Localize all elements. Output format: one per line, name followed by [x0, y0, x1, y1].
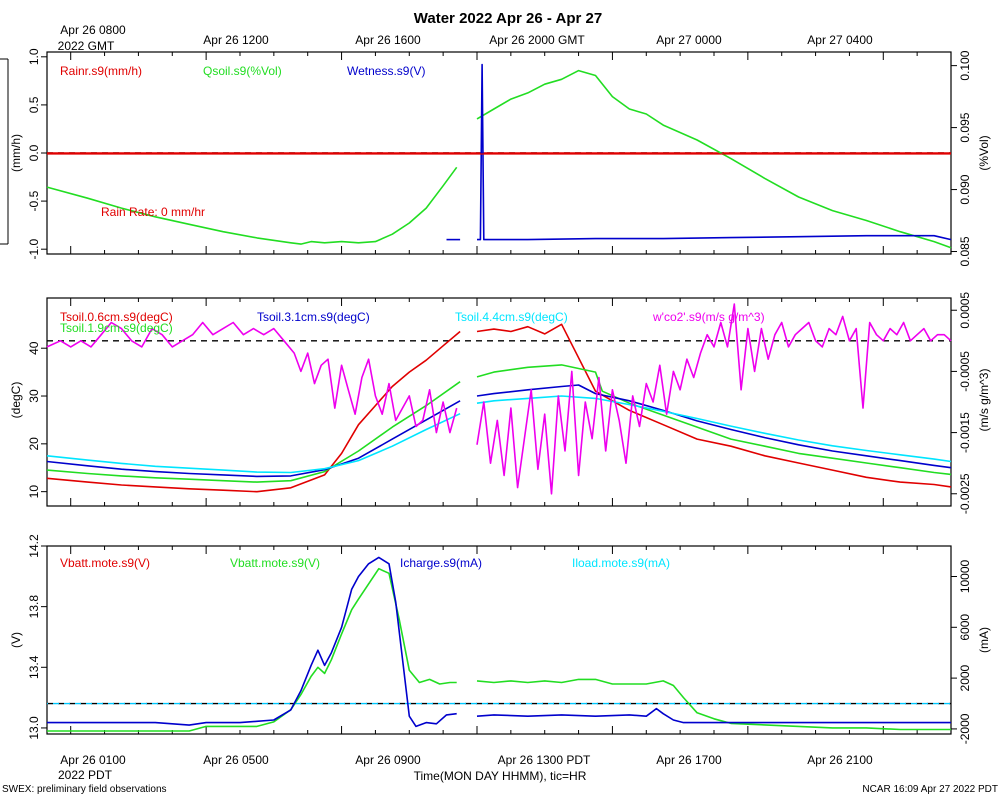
series-vbatt-mote-s9-v-	[47, 567, 457, 732]
series-w-co2-s9-m-s-g-m-3-	[46, 321, 458, 434]
plot-area	[47, 546, 952, 734]
legend-entry: Tsoil.4.4cm.s9(degC)	[455, 310, 568, 324]
left-tick-label: 0.5	[27, 96, 41, 113]
bottom-year-label: 2022 PDT	[58, 768, 113, 782]
series-tsoil-0-6cm-s9-degc-	[476, 323, 952, 488]
series-wetness-s9-v-	[477, 63, 952, 241]
top-tick-label: Apr 26 2000 GMT	[489, 33, 585, 47]
left-tick-label: 0.0	[27, 144, 41, 161]
top-tick-label: Apr 27 0000	[656, 33, 722, 47]
bottom-tick-label: Apr 26 1700	[656, 753, 722, 767]
right-tick-label: -2000	[958, 713, 972, 744]
right-tick-label: 0.100	[958, 50, 972, 80]
plot-area	[46, 52, 952, 254]
left-tick-label: 13.8	[27, 595, 41, 619]
left-tick-label: 13.0	[27, 716, 41, 740]
series-qsoil-s9-vol-	[46, 166, 458, 245]
series-tsoil-0-6cm-s9-degc-	[46, 330, 461, 493]
left-tick-label: 1.0	[27, 48, 41, 65]
right-tick-label: 6000	[958, 614, 972, 641]
panel-frame	[46, 545, 952, 735]
right-axis: 10000 6000 2000 -2000	[951, 559, 972, 744]
right-axis: 0.100 0.095 0.090 0.085	[951, 50, 972, 267]
top-tick-label: Apr 27 0400	[807, 33, 873, 47]
series-w-co2-s9-m-s-g-m-3-	[476, 303, 952, 495]
bottom-tick-label: Apr 26 0100	[60, 753, 126, 767]
legend-entry: Rainr.s9(mm/h)	[60, 64, 142, 78]
legend-entry: Qsoil.s9(%Vol)	[203, 64, 282, 78]
top-tick-label: Apr 26 0800	[60, 23, 126, 37]
left-tick-label: 13.4	[27, 655, 41, 679]
left-tick-label: -0.5	[27, 190, 41, 211]
left-axis: 40 30 20 10	[27, 341, 47, 498]
legend-entry: Tsoil.0.6cm.s9(degC)	[60, 310, 173, 324]
legend-entry: Tsoil.1.9cm.s9(degC)	[60, 321, 173, 335]
chart-title: Water 2022 Apr 26 - Apr 27	[414, 10, 602, 27]
footer-right: NCAR 16:09 Apr 27 2022 PDT	[862, 784, 998, 795]
left-tick-label: -1.0	[27, 239, 41, 260]
legend-entry: Iload.mote.s9(mA)	[572, 556, 670, 570]
right-axis: 0.0005 -0.0005 -0.0015 -0.0025	[951, 292, 972, 514]
left-axis-label: (V)	[9, 632, 23, 648]
legend-entry: Icharge.s9(mA)	[400, 556, 482, 570]
right-tick-label: -0.0005	[958, 351, 972, 392]
top-tick-label: Apr 26 1200	[203, 33, 269, 47]
left-tick-label: 20	[27, 437, 41, 451]
bottom-time-axis: Apr 26 0100 2022 PDT Apr 26 0500 Apr 26 …	[58, 753, 873, 783]
offpage-axis-stub	[0, 58, 9, 245]
panel-temperature: 40 30 20 10 0.0005 -0.0005 -0.0015 -0.0025 (de…	[9, 292, 991, 515]
left-axis: 1.0 0.5 0.0 -0.5 -1.0	[27, 48, 47, 260]
legend-entry: w'co2'.s9(m/s g/m^3)	[652, 310, 765, 324]
plot-area	[46, 298, 952, 506]
series-tsoil-3-1cm-s9-degc-	[46, 400, 461, 478]
bottom-tick-label: Apr 26 2100	[807, 753, 873, 767]
right-axis-label: (m/s g/m^3)	[977, 369, 991, 432]
left-axis-label: (degC)	[9, 382, 23, 419]
right-axis-label: (mA)	[977, 627, 991, 653]
series-tsoil-4-4cm-s9-degc-	[476, 395, 952, 463]
panel-water: 1.0 0.5 0.0 -0.5 -1.0 0.100 0.095 0.090 0.085 (…	[9, 48, 991, 266]
footer-left: SWEX: preliminary field observations	[2, 784, 167, 795]
top-year-label: 2022 GMT	[58, 39, 115, 53]
right-tick-label: -0.0015	[958, 412, 972, 453]
series-tsoil-1-9cm-s9-degc-	[46, 381, 461, 483]
bottom-tick-label: Apr 26 1300 PDT	[498, 753, 591, 767]
legend-entry: Tsoil.3.1cm.s9(degC)	[257, 310, 370, 324]
left-tick-label: 30	[27, 389, 41, 403]
right-axis-label: (%Vol)	[977, 135, 991, 170]
right-tick-label: -0.0025	[958, 473, 972, 514]
left-axis-label: (mm/h)	[9, 134, 23, 172]
legend-entry: Vbatt.mote.s9(V)	[230, 556, 320, 570]
right-tick-label: 0.095	[958, 112, 972, 142]
series-tsoil-1-9cm-s9-degc-	[476, 364, 952, 476]
right-tick-label: 0.090	[958, 174, 972, 204]
series-qsoil-s9-vol-	[476, 69, 952, 249]
x-axis-title: Time(MON DAY HHMM), tic=HR	[414, 769, 587, 783]
top-tick-label: Apr 26 1600	[355, 33, 421, 47]
legend-entry: Wetness.s9(V)	[347, 64, 425, 78]
series-icharge-s9-ma-	[47, 556, 457, 728]
series-vbatt-mote-s9-v-	[476, 678, 951, 731]
series-tsoil-3-1cm-s9-degc-	[476, 384, 952, 469]
rain-rate-annotation: Rain Rate: 0 mm/hr	[101, 205, 205, 219]
right-tick-label: 0.085	[958, 236, 972, 266]
bottom-tick-label: Apr 26 0900	[355, 753, 421, 767]
right-tick-label: 2000	[958, 664, 972, 691]
right-tick-label: 10000	[958, 559, 972, 593]
panel-frame	[46, 297, 952, 507]
series-icharge-s9-ma-	[476, 707, 951, 724]
top-time-axis: Apr 26 0800 2022 GMT Apr 26 1200 Apr 26 …	[58, 23, 873, 53]
bottom-tick-label: Apr 26 0500	[203, 753, 269, 767]
left-tick-label: 14.2	[27, 534, 41, 558]
left-axis: 14.2 13.8 13.4 13.0	[27, 534, 47, 740]
left-tick-label: 10	[27, 485, 41, 499]
left-tick-label: 40	[27, 341, 41, 355]
legend-entry: Vbatt.mote.s9(V)	[60, 556, 150, 570]
series-tsoil-4-4cm-s9-degc-	[46, 412, 461, 474]
right-tick-label: 0.0005	[958, 292, 972, 329]
